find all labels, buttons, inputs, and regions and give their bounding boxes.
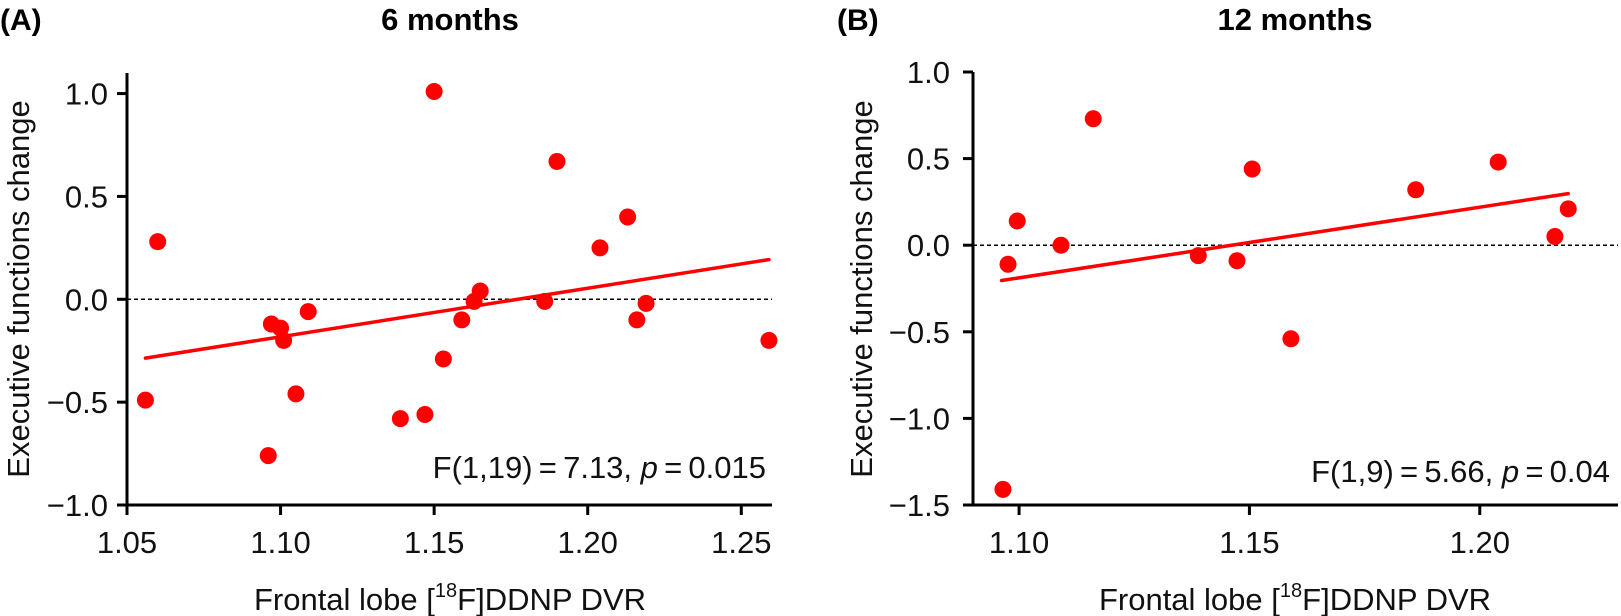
y-tick-label: 0.0 [65, 282, 108, 317]
data-point [136, 391, 154, 409]
panel-a-x-axis-title: Frontal lobe [18F]DDNP DVR [254, 580, 646, 616]
panel-b: (B) 12 months Executive functions change… [837, 2, 1618, 616]
x-axis-title-suffix: F]DDNP DVR [457, 582, 646, 616]
data-point [425, 83, 443, 101]
y-tick-label: −1.0 [47, 488, 108, 523]
data-point [416, 405, 434, 423]
data-point [628, 311, 646, 329]
panel-b-ticks: 1.10 1.15 1.20 1.0 0.5 0.0 −0.5 −1.0 −1.5 [889, 55, 1618, 560]
y-tick-label: 0.5 [907, 142, 950, 177]
panel-a-title: 6 months [381, 2, 519, 37]
data-point [149, 233, 167, 251]
data-point [536, 292, 554, 310]
data-point [1084, 110, 1102, 128]
stats-p-symbol: p [640, 450, 658, 485]
x-axis-title-suffix: F]DDNP DVR [1302, 582, 1491, 616]
x-tick-label: 1.15 [404, 525, 464, 560]
data-point [999, 255, 1017, 273]
x-axis-title-superscript: 18 [435, 580, 457, 602]
data-point [1407, 181, 1425, 199]
data-point [1052, 236, 1070, 254]
panel-b-label: (B) [837, 4, 879, 37]
panel-b-y-axis-title: Executive functions change [844, 100, 879, 477]
x-tick-label: 1.20 [1450, 525, 1510, 560]
data-point [434, 350, 452, 368]
data-point [637, 294, 655, 312]
data-point [994, 480, 1012, 498]
regression-line [999, 191, 1570, 283]
data-point [1546, 228, 1564, 246]
data-point [299, 303, 317, 321]
x-tick-label: 1.10 [250, 525, 310, 560]
data-point [1559, 200, 1577, 218]
data-point [453, 311, 471, 329]
x-axis-title-prefix: Frontal lobe [ [1099, 582, 1280, 616]
data-point [1008, 212, 1026, 230]
stats-p-symbol: p [1501, 454, 1519, 489]
data-point [548, 152, 566, 170]
stats-f: F(1,9) = 5.66, [1311, 454, 1502, 489]
data-point [471, 282, 489, 300]
panel-a-y-axis-title: Executive functions change [1, 100, 36, 477]
stats-f: F(1,19) = 7.13, [433, 450, 641, 485]
panel-b-stats-annotation: F(1,9) = 5.66, p = 0.04 [1311, 454, 1610, 489]
data-point [1243, 160, 1261, 178]
data-point [619, 208, 637, 226]
panel-a-marks [127, 83, 778, 465]
data-point [287, 385, 305, 403]
x-axis-title-superscript: 18 [1280, 580, 1302, 602]
x-tick-label: 1.20 [558, 525, 618, 560]
panel-a-stats-annotation: F(1,19) = 7.13, p = 0.015 [433, 450, 766, 485]
data-point [1189, 247, 1207, 265]
y-tick-label: −0.5 [47, 385, 108, 420]
y-tick-label: 1.0 [65, 77, 108, 112]
panel-b-marks [973, 110, 1618, 498]
data-point [1489, 153, 1507, 171]
panel-b-title: 12 months [1217, 2, 1372, 37]
x-tick-label: 1.25 [711, 525, 771, 560]
data-point [591, 239, 609, 257]
regression-line [143, 257, 771, 360]
panel-a: (A) 6 months Executive functions change … [0, 2, 778, 616]
y-tick-label: −1.0 [889, 401, 950, 436]
stats-p-value: = 0.04 [1519, 454, 1610, 489]
x-axis-title-prefix: Frontal lobe [ [254, 582, 435, 616]
y-tick-label: 1.0 [907, 55, 950, 90]
data-point [1282, 330, 1300, 348]
data-point [275, 331, 293, 349]
x-tick-label: 1.10 [989, 525, 1049, 560]
stats-p-value: = 0.015 [658, 450, 766, 485]
panel-a-label: (A) [0, 4, 42, 37]
x-tick-label: 1.15 [1219, 525, 1279, 560]
y-tick-label: −0.5 [889, 315, 950, 350]
x-tick-label: 1.05 [97, 525, 157, 560]
data-point [1228, 252, 1246, 270]
panel-b-x-axis-title: Frontal lobe [18F]DDNP DVR [1099, 580, 1491, 616]
y-tick-label: 0.5 [65, 179, 108, 214]
data-point [391, 410, 409, 428]
data-point [259, 447, 277, 465]
panel-a-ticks: 1.05 1.10 1.15 1.20 1.25 1.0 0.5 0.0 −0.5 −1.0 [47, 73, 772, 560]
y-tick-label: 0.0 [907, 228, 950, 263]
data-point [760, 331, 778, 349]
y-tick-label: −1.5 [889, 488, 950, 523]
